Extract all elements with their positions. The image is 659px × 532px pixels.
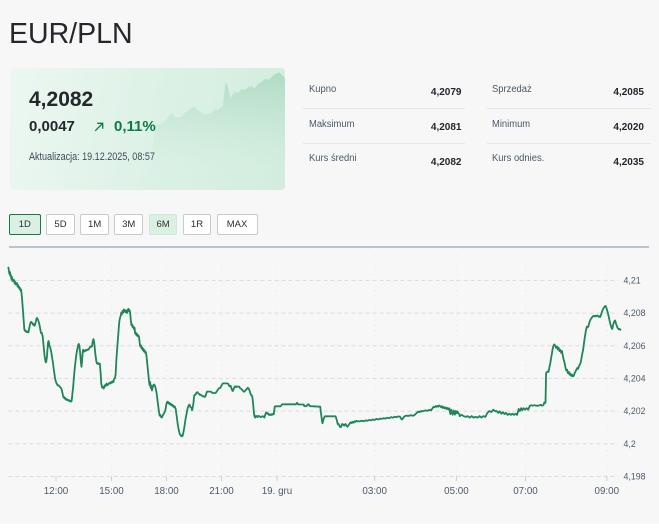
svg-text:09:00: 09:00 bbox=[595, 486, 620, 497]
svg-text:03:00: 03:00 bbox=[362, 486, 387, 497]
svg-text:12:00: 12:00 bbox=[44, 486, 69, 497]
svg-text:15:00: 15:00 bbox=[99, 486, 124, 497]
svg-text:07:00: 07:00 bbox=[513, 486, 538, 497]
svg-text:4,208: 4,208 bbox=[624, 308, 646, 318]
svg-text:4,21: 4,21 bbox=[624, 275, 641, 285]
svg-text:4,202: 4,202 bbox=[624, 406, 646, 416]
svg-text:4,204: 4,204 bbox=[624, 373, 646, 383]
svg-text:4,198: 4,198 bbox=[624, 472, 646, 482]
svg-text:18:00: 18:00 bbox=[154, 486, 179, 497]
svg-text:19. gru: 19. gru bbox=[262, 486, 293, 497]
svg-text:4,206: 4,206 bbox=[624, 341, 646, 351]
svg-text:4,2: 4,2 bbox=[624, 439, 636, 449]
svg-text:05:00: 05:00 bbox=[444, 486, 469, 497]
svg-text:21:00: 21:00 bbox=[209, 486, 234, 497]
